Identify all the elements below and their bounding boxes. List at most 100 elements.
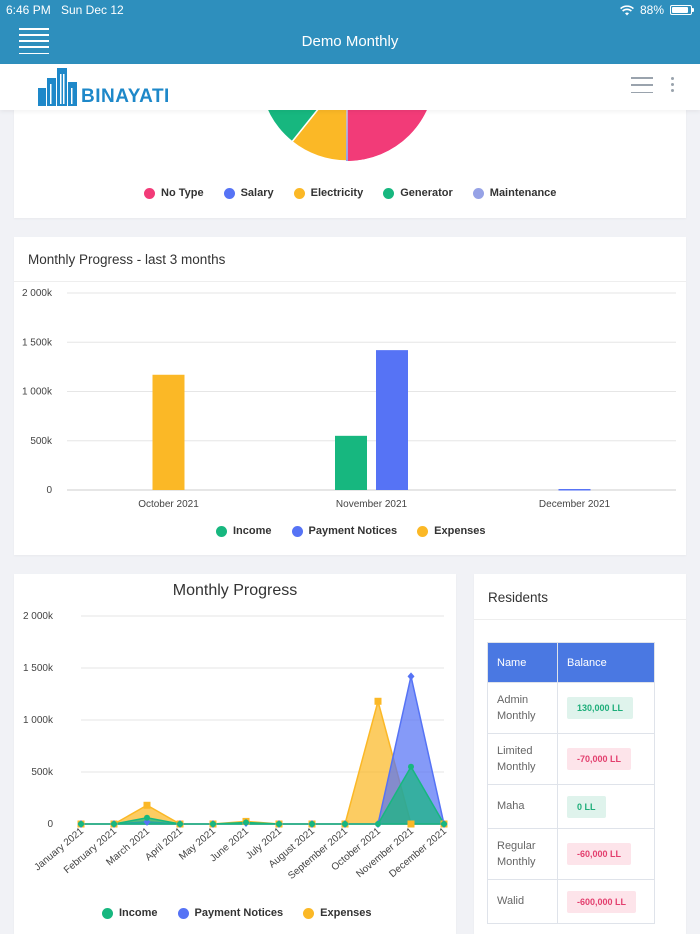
binayati-logo[interactable]: BINAYATI bbox=[38, 68, 170, 106]
top-navbar: Demo Monthly bbox=[0, 20, 700, 64]
resident-row[interactable]: Maha 0 LL bbox=[487, 784, 655, 829]
resident-name: Admin Monthly bbox=[487, 682, 558, 734]
pie-legend-item-0-dot bbox=[144, 187, 155, 199]
pie-legend-item-3[interactable]: Generator bbox=[383, 187, 453, 199]
area-point-expenses-10 bbox=[407, 820, 415, 828]
menu-icon[interactable] bbox=[631, 77, 653, 93]
area-legend-item-income-dot bbox=[102, 907, 113, 919]
bar-expenses-0 bbox=[152, 374, 185, 490]
area-point-income-11 bbox=[441, 821, 447, 827]
bar-income-1 bbox=[335, 435, 367, 490]
resident-name: Walid bbox=[487, 879, 558, 924]
battery-icon bbox=[670, 5, 694, 15]
area-x-tick-label: December 2021 bbox=[387, 826, 449, 880]
area-legend-item-income-label: Income bbox=[119, 907, 158, 919]
area-chart-title: Monthly Progress bbox=[172, 582, 298, 599]
resident-name: Regular Monthly bbox=[487, 828, 558, 880]
more-options-icon[interactable] bbox=[670, 77, 674, 92]
bar-legend: Income Payment Notices Expenses bbox=[216, 525, 486, 537]
bar-legend-item-payment_notices-label: Payment Notices bbox=[308, 525, 398, 537]
pie-legend-item-2-label: Electricity bbox=[310, 187, 364, 199]
pie-legend-item-0[interactable]: No Type bbox=[144, 187, 204, 199]
bar-payment_notices-1 bbox=[376, 350, 408, 490]
area-x-tick-label: November 2021 bbox=[354, 826, 416, 880]
balance-badge: -70,000 LL bbox=[567, 748, 632, 770]
expenses-pie-chart bbox=[262, 100, 431, 162]
expenses-pie-card: No Type Salary Electricity Generator Mainten… bbox=[14, 100, 686, 218]
pie-slice-maintenance bbox=[346, 100, 348, 161]
page-title: Demo Monthly bbox=[301, 33, 399, 50]
area-point-income-6 bbox=[276, 821, 282, 827]
residents-card: Residents Name Balance Admin Monthly 130,… bbox=[474, 574, 686, 934]
area-point-income-9 bbox=[375, 821, 381, 827]
area-point-payment_notices-10 bbox=[407, 672, 415, 681]
resident-row[interactable]: Admin Monthly 130,000 LL bbox=[487, 682, 655, 734]
bar-x-tick-label: October 2021 bbox=[138, 499, 199, 510]
area-legend-item-payment_notices[interactable]: Payment Notices bbox=[177, 907, 284, 919]
pie-legend-item-4-dot bbox=[472, 187, 484, 199]
area-point-income-2 bbox=[144, 814, 150, 821]
resident-balance: 130,000 LL bbox=[557, 682, 655, 734]
bar-x-tick-label: December 2021 bbox=[539, 499, 611, 510]
resident-balance: -60,000 LL bbox=[557, 828, 655, 880]
resident-row[interactable]: Limited Monthly -70,000 LL bbox=[487, 733, 655, 785]
residents-title: Residents bbox=[488, 590, 549, 605]
balance-badge: -600,000 LL bbox=[567, 890, 637, 913]
bar-chart-title: Monthly Progress - last 3 months bbox=[28, 252, 226, 267]
area-point-income-0 bbox=[78, 821, 84, 827]
column-header-balance[interactable]: Balance bbox=[557, 642, 655, 683]
area-point-income-10 bbox=[408, 763, 414, 770]
bar-legend-item-expenses-label: Expenses bbox=[434, 525, 486, 537]
bar-legend-item-income-label: Income bbox=[233, 525, 272, 537]
area-point-payment_notices-2 bbox=[143, 817, 151, 826]
pie-legend-item-0-label: No Type bbox=[161, 187, 204, 199]
area-point-income-7 bbox=[309, 821, 315, 827]
bar-y-tick-label: 1 000k bbox=[22, 387, 53, 398]
bar-legend-item-expenses[interactable]: Expenses bbox=[417, 525, 486, 537]
bar-y-tick-label: 0 bbox=[46, 485, 52, 496]
resident-row[interactable]: Walid -600,000 LL bbox=[487, 879, 655, 924]
building-logo-icon bbox=[38, 68, 77, 106]
pie-legend-item-1-label: Salary bbox=[240, 187, 274, 199]
pie-slice-generator bbox=[262, 100, 327, 143]
area-y-tick-label: 1 500k bbox=[23, 663, 54, 674]
area-legend: Income Payment Notices Expenses bbox=[102, 907, 372, 919]
area-point-income-8 bbox=[342, 821, 348, 827]
wifi-icon bbox=[620, 4, 634, 15]
bar-y-tick-label: 1 500k bbox=[22, 337, 53, 348]
bar-legend-item-income[interactable]: Income bbox=[216, 525, 272, 537]
area-legend-item-payment_notices-dot bbox=[177, 907, 189, 919]
pie-legend-item-4[interactable]: Maintenance bbox=[472, 187, 557, 199]
pie-legend-item-3-dot bbox=[383, 187, 395, 199]
area-point-income-1 bbox=[111, 821, 117, 827]
pie-legend-item-1-dot bbox=[223, 187, 235, 199]
bar-y-tick-label: 500k bbox=[30, 436, 53, 447]
balance-badge: 0 LL bbox=[567, 795, 606, 818]
resident-balance: -600,000 LL bbox=[557, 879, 655, 924]
battery-percent: 88% bbox=[639, 3, 664, 17]
pie-legend-item-3-label: Generator bbox=[400, 187, 453, 199]
area-legend-item-expenses-dot bbox=[303, 907, 315, 919]
area-legend-item-income[interactable]: Income bbox=[102, 907, 158, 919]
logo-text: BINAYATI bbox=[81, 86, 170, 107]
area-legend-item-payment_notices-label: Payment Notices bbox=[194, 907, 284, 919]
area-legend-item-expenses[interactable]: Expenses bbox=[303, 907, 372, 919]
hamburger-menu-icon[interactable] bbox=[19, 28, 49, 54]
column-header-name[interactable]: Name bbox=[487, 642, 558, 683]
bar-x-tick-label: November 2021 bbox=[336, 499, 408, 510]
area-point-income-5 bbox=[243, 819, 249, 826]
area-y-tick-label: 2 000k bbox=[23, 611, 54, 622]
pie-legend-item-2[interactable]: Electricity bbox=[293, 187, 364, 199]
balance-badge: 130,000 LL bbox=[567, 697, 634, 719]
pie-legend-item-4-label: Maintenance bbox=[489, 187, 557, 199]
bar-legend-item-payment_notices[interactable]: Payment Notices bbox=[291, 525, 398, 537]
pie-legend-item-2-dot bbox=[293, 187, 305, 199]
status-bar: 6:46 PM Sun Dec 12 88% bbox=[0, 0, 700, 20]
balance-badge: -60,000 LL bbox=[567, 843, 632, 865]
last-3-months-card: Monthly Progress - last 3 months 0 500k 1 … bbox=[14, 237, 686, 555]
resident-balance: -70,000 LL bbox=[557, 733, 655, 785]
pie-legend-item-1[interactable]: Salary bbox=[223, 187, 274, 199]
resident-row[interactable]: Regular Monthly -60,000 LL bbox=[487, 828, 655, 880]
area-point-expenses-2 bbox=[143, 801, 151, 809]
